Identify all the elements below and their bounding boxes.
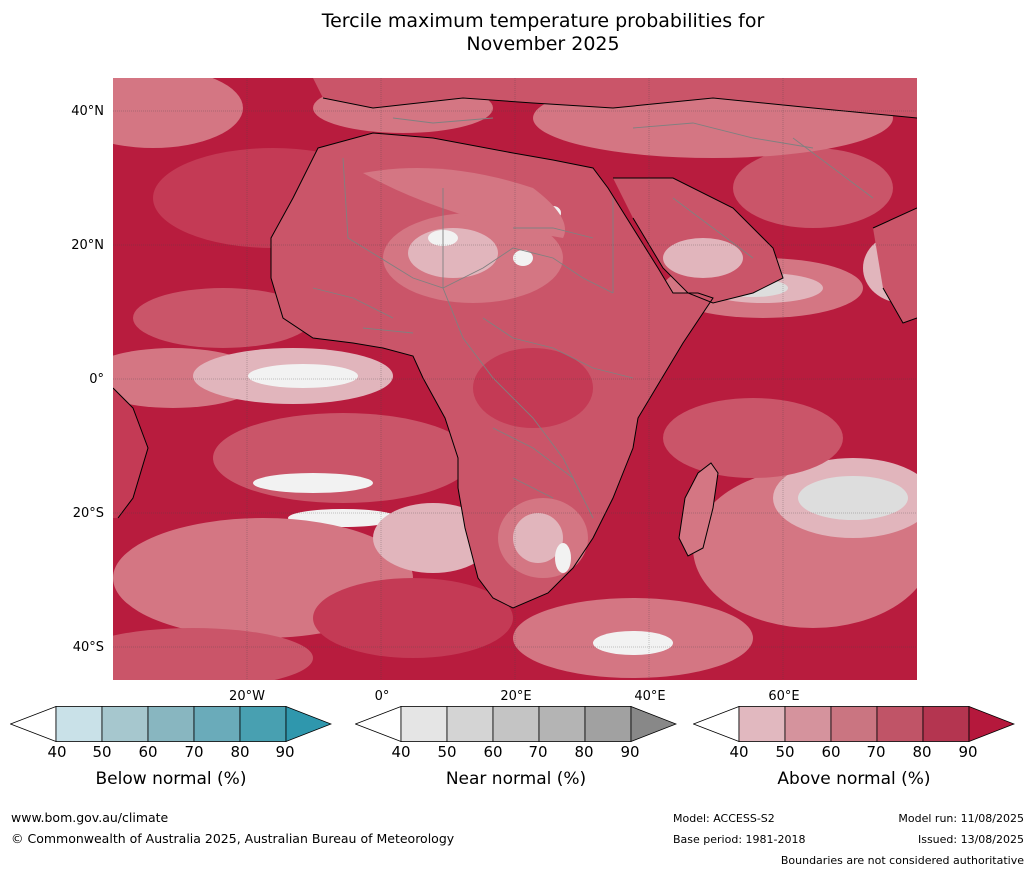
cbar-tick: 70 <box>184 743 204 761</box>
cbar-tick: 50 <box>92 743 112 761</box>
lon-label-40e: 40°E <box>634 689 666 704</box>
cbar-tick: 70 <box>866 743 886 761</box>
colorbar-near-normal <box>354 705 678 743</box>
cbar-tick: 90 <box>958 743 978 761</box>
colorbar-swatch <box>876 706 924 742</box>
cbar-tick: 70 <box>528 743 548 761</box>
lat-label-20s: 20°S <box>72 506 104 521</box>
graticule <box>113 78 917 680</box>
colorbar-swatch <box>738 706 786 742</box>
page-title: Tercile maximum temperature probabilitie… <box>113 10 973 56</box>
country-borders <box>312 117 874 519</box>
footer-model-run: Model run: 11/08/2025 <box>898 812 1024 825</box>
colorbar-arrow-high <box>285 705 333 743</box>
title-line-1: Tercile maximum temperature probabilitie… <box>321 10 765 32</box>
colorbar-swatch <box>239 706 287 742</box>
colorbar-swatch <box>492 706 540 742</box>
colorbar-swatch <box>446 706 494 742</box>
colorbar-arrow-low <box>9 705 57 743</box>
title-line-2: November 2025 <box>466 33 620 55</box>
lat-label-40s: 40°S <box>72 640 104 655</box>
lon-label-60e: 60°E <box>768 689 800 704</box>
madagascar <box>679 463 718 556</box>
footer-model: Model: ACCESS-S2 <box>673 812 775 825</box>
colorbar-arrow-low <box>354 705 402 743</box>
colorbar-swatch <box>147 706 195 742</box>
colorbar-below-title: Below normal (%) <box>95 769 247 789</box>
lat-label-40n: 40°N <box>71 104 104 119</box>
footer-issued: Issued: 13/08/2025 <box>917 833 1024 846</box>
cbar-tick: 50 <box>775 743 795 761</box>
cbar-tick: 80 <box>230 743 250 761</box>
cbar-tick: 40 <box>729 743 749 761</box>
lon-label-20w: 20°W <box>229 689 265 704</box>
footer-disclaimer: Boundaries are not considered authoritat… <box>780 854 1024 867</box>
footer-copyright: © Commonwealth of Australia 2025, Austra… <box>11 831 455 846</box>
colorbar-swatch <box>784 706 832 742</box>
colorbar-below-normal-svg <box>9 705 333 743</box>
colorbar-arrow-high <box>630 705 678 743</box>
colorbar-swatch <box>584 706 632 742</box>
cbar-tick: 40 <box>47 743 67 761</box>
india-landmass <box>873 208 917 323</box>
colorbar-near-normal-svg <box>354 705 678 743</box>
footer-url[interactable]: www.bom.gov.au/climate <box>11 810 169 825</box>
europe-landmass <box>313 78 917 118</box>
cbar-tick: 80 <box>912 743 932 761</box>
colorbar-swatch <box>830 706 878 742</box>
lat-label-20n: 20°N <box>71 238 104 253</box>
lat-label-0: 0° <box>89 372 104 387</box>
colorbar-arrow-high <box>968 705 1016 743</box>
colorbar-swatch <box>538 706 586 742</box>
lon-label-0: 0° <box>374 689 390 704</box>
colorbar-swatch <box>55 706 103 742</box>
colorbar-swatch <box>101 706 149 742</box>
cbar-tick: 60 <box>138 743 158 761</box>
colorbar-arrow-low <box>692 705 740 743</box>
colorbar-above-normal-svg <box>692 705 1016 743</box>
cbar-tick: 90 <box>275 743 295 761</box>
probability-regions <box>113 78 917 680</box>
south-america-edge <box>113 388 148 518</box>
colorbar-swatch <box>193 706 241 742</box>
cbar-tick: 80 <box>574 743 594 761</box>
lon-label-20e: 20°E <box>500 689 532 704</box>
colorbar-above-normal <box>692 705 1016 743</box>
colorbar-below-normal <box>9 705 333 743</box>
cbar-tick: 40 <box>391 743 411 761</box>
cbar-tick: 60 <box>483 743 503 761</box>
colorbar-near-title: Near normal (%) <box>445 769 587 789</box>
cbar-tick: 90 <box>620 743 640 761</box>
colorbar-above-title: Above normal (%) <box>777 769 931 789</box>
coastlines <box>113 97 917 609</box>
colorbar-swatch <box>400 706 448 742</box>
cbar-tick: 60 <box>821 743 841 761</box>
map-svg <box>113 78 917 680</box>
footer-base-period: Base period: 1981-2018 <box>673 833 806 846</box>
cbar-tick: 50 <box>437 743 457 761</box>
colorbar-swatch <box>922 706 970 742</box>
forecast-map <box>113 78 917 680</box>
